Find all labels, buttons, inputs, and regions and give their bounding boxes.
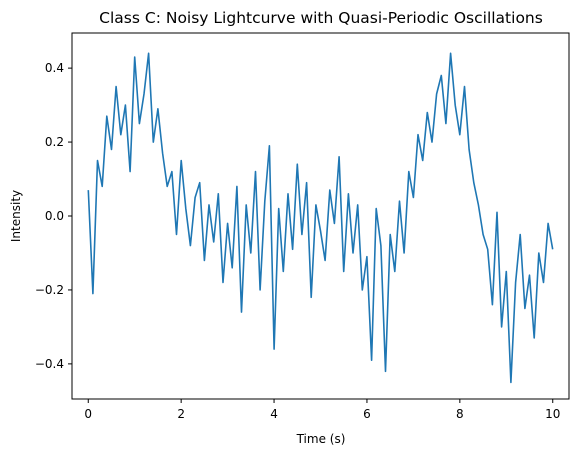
plot-area bbox=[71, 32, 570, 400]
x-axis-label: Time (s) bbox=[296, 432, 346, 446]
axes-frame bbox=[71, 32, 570, 400]
y-tick-label: −0.4 bbox=[35, 357, 64, 371]
y-tick-label: 0.4 bbox=[45, 61, 64, 75]
x-tick-label: 6 bbox=[363, 407, 371, 421]
series-layer bbox=[87, 52, 554, 384]
series-line-0 bbox=[87, 52, 554, 384]
x-tick-label: 8 bbox=[456, 407, 464, 421]
x-tick-label: 4 bbox=[270, 407, 278, 421]
x-axis: 0 2 4 6 8 10 bbox=[84, 399, 560, 421]
y-axis: −0.4 −0.2 0.0 0.2 0.4 bbox=[35, 61, 72, 371]
y-tick-label: −0.2 bbox=[35, 283, 64, 297]
y-axis-label: Intensity bbox=[9, 190, 23, 242]
y-tick-label: 0.2 bbox=[45, 135, 64, 149]
chart-title: Class C: Noisy Lightcurve with Quasi-Per… bbox=[99, 9, 543, 27]
x-tick-label: 0 bbox=[84, 407, 92, 421]
x-tick-label: 2 bbox=[177, 407, 185, 421]
x-tick-label: 10 bbox=[545, 407, 560, 421]
y-tick-label: 0.0 bbox=[45, 209, 64, 223]
